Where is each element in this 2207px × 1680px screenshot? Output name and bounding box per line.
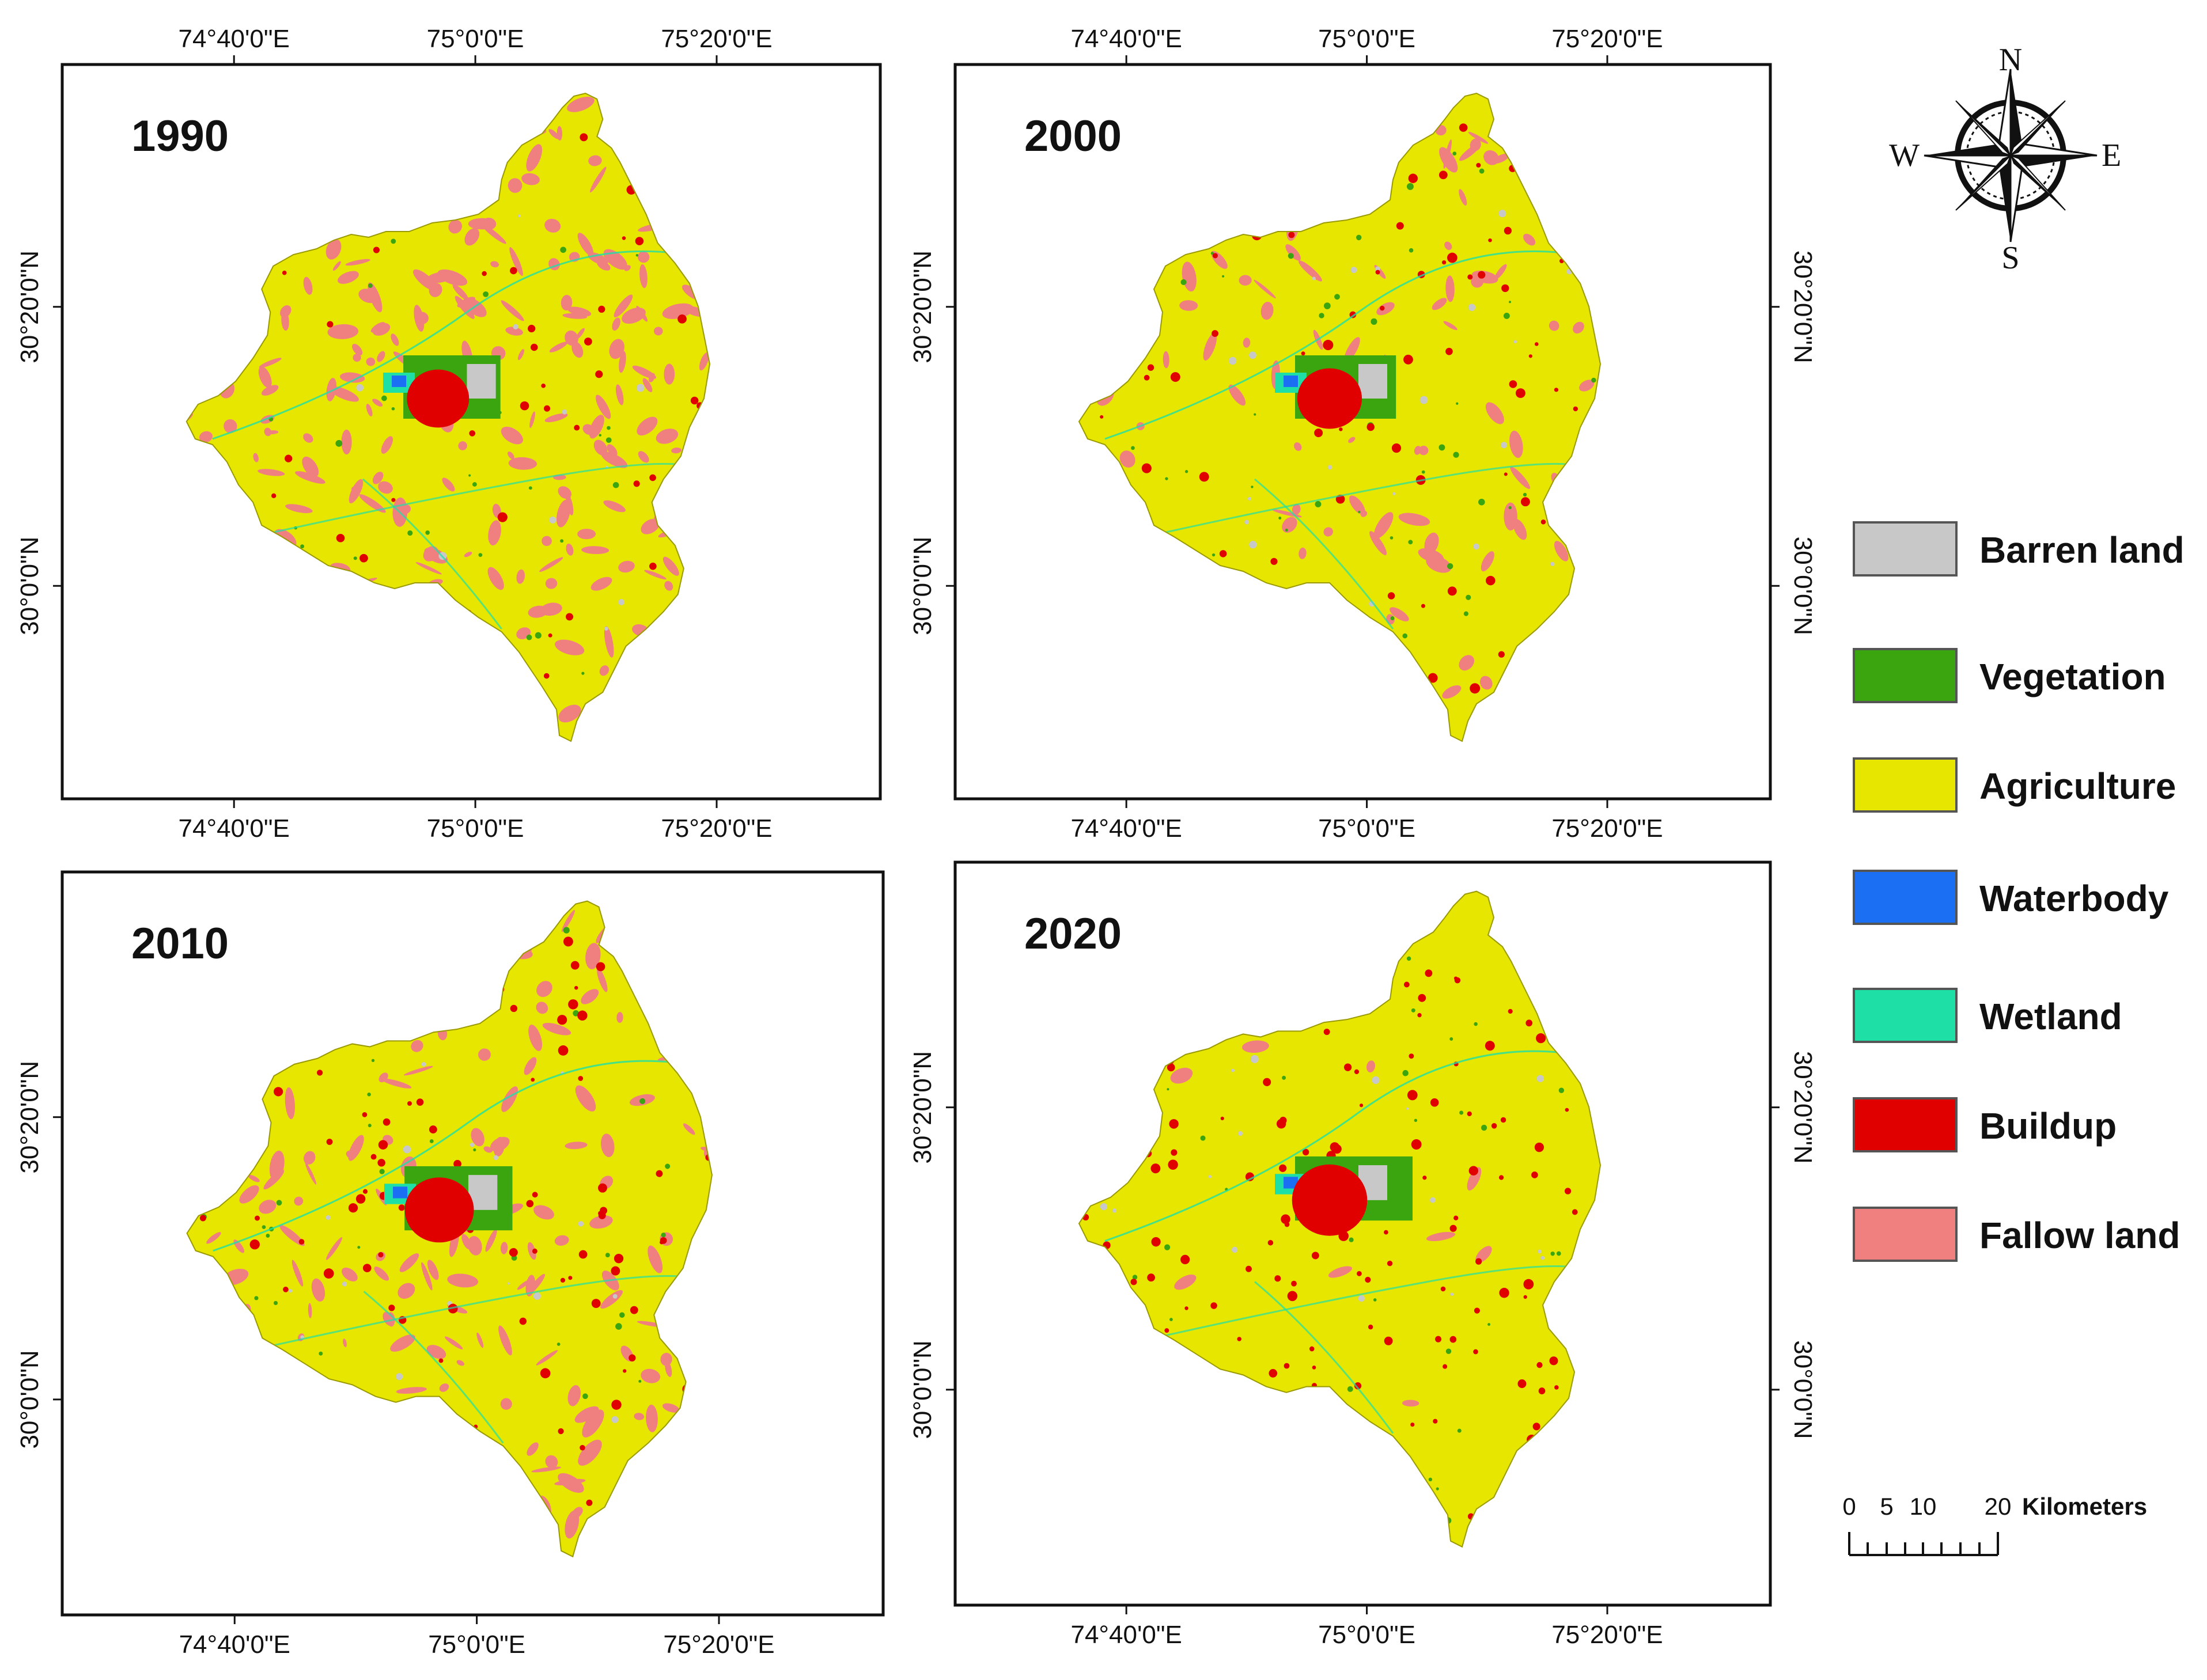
year-label: 1990 <box>131 112 229 161</box>
legend-label: Waterbody <box>1979 878 2169 919</box>
legend-item: Fallow land <box>1853 1207 2180 1262</box>
urban-core <box>1275 355 1396 429</box>
compass-south-label: S <box>2001 240 2019 276</box>
year-label: 2010 <box>131 919 229 968</box>
latitude-tick-label: 30°20'0"N <box>16 1061 44 1174</box>
latitude-tick-label: 30°20'0"N <box>908 251 937 363</box>
urban-core <box>1275 1156 1413 1236</box>
north-arrow-compass: N S E W <box>1889 42 2121 276</box>
scale-label-0: 0 <box>1842 1493 1856 1520</box>
longitude-tick-label: 74°40'0"E <box>179 25 290 53</box>
legend-label: Agriculture <box>1979 765 2176 807</box>
longitude-tick-label: 75°0'0"E <box>428 1630 525 1659</box>
compass-east-label: E <box>2102 138 2121 173</box>
year-label: 2020 <box>1024 909 1122 958</box>
longitude-tick-label: 75°0'0"E <box>1318 1621 1415 1649</box>
legend-label: Vegetation <box>1979 656 2166 697</box>
latitude-tick-label: 30°0'0"N <box>16 1350 44 1448</box>
longitude-tick-label: 75°0'0"E <box>1318 814 1415 843</box>
legend-swatch <box>1853 648 1958 703</box>
scale-label-5: 5 <box>1880 1493 1893 1520</box>
latitude-tick-label: 30°0'0"N <box>908 1340 937 1439</box>
longitude-tick-label: 74°40'0"E <box>179 814 290 843</box>
scale-label-10: 10 <box>1910 1493 1937 1520</box>
latitude-tick-label: 30°20'0"N <box>1789 1051 1817 1164</box>
graticule-labels: 74°40'0"E 75°0'0"E 75°20'0"E 74°40'0"E 75°0'… <box>908 25 1817 843</box>
legend-swatch <box>1853 757 1958 813</box>
longitude-tick-label: 75°0'0"E <box>1318 25 1415 53</box>
legend-item: Wetland <box>1853 988 2122 1043</box>
longitude-tick-label: 75°20'0"E <box>663 1630 774 1659</box>
legend-swatch <box>1853 1097 1958 1152</box>
latitude-tick-label: 30°20'0"N <box>908 1051 937 1164</box>
legend: Barren land Vegetation Agriculture Waterbod… <box>1853 521 2185 1262</box>
graticule-labels: 74°40'0"E 75°0'0"E 75°20'0"E 30°20'0"N 30°0'… <box>908 1051 1817 1649</box>
legend-swatch <box>1853 521 1958 577</box>
legend-label: Barren land <box>1979 529 2185 571</box>
legend-label: Fallow land <box>1979 1215 2180 1256</box>
scale-label-20: 20 <box>1985 1493 2012 1520</box>
latitude-tick-label: 30°20'0"N <box>1789 251 1817 363</box>
latitude-tick-label: 30°20'0"N <box>16 251 44 363</box>
graticule-labels: 74°40'0"E 75°0'0"E 75°20'0"E 30°20'0"N 30°0'… <box>16 1061 775 1659</box>
legend-swatch <box>1853 988 1958 1043</box>
compass-west-label: W <box>1889 138 1920 173</box>
urban-core <box>384 1166 513 1243</box>
latitude-tick-label: 30°0'0"N <box>16 537 44 635</box>
longitude-tick-label: 75°20'0"E <box>1551 1621 1663 1649</box>
longitude-tick-label: 75°20'0"E <box>661 814 772 843</box>
longitude-tick-label: 75°20'0"E <box>1551 25 1663 53</box>
year-label: 2000 <box>1024 112 1122 161</box>
legend-item: Vegetation <box>1853 648 2166 703</box>
legend-item: Barren land <box>1853 521 2185 577</box>
compass-north-label: N <box>1999 42 2022 78</box>
scale-unit-label: Kilometers <box>2022 1493 2147 1520</box>
map-panel-2010: 2010 74°40'0"E 75°0'0"E 75°20'0"E 30°20'0"N 3… <box>16 870 885 1659</box>
longitude-tick-label: 74°40'0"E <box>1070 1621 1182 1649</box>
longitude-tick-label: 75°0'0"E <box>427 25 524 53</box>
latitude-tick-label: 30°0'0"N <box>1789 1340 1817 1439</box>
longitude-tick-label: 75°20'0"E <box>1551 814 1663 843</box>
longitude-tick-label: 75°20'0"E <box>661 25 772 53</box>
longitude-tick-label: 74°40'0"E <box>1070 25 1182 53</box>
longitude-tick-label: 75°0'0"E <box>427 814 524 843</box>
longitude-tick-label: 74°40'0"E <box>1070 814 1182 843</box>
legend-swatch <box>1853 1207 1958 1262</box>
scale-ruler <box>1848 1532 1999 1556</box>
compass-star-icon <box>1924 69 2098 242</box>
legend-label: Buildup <box>1979 1105 2117 1147</box>
legend-item: Waterbody <box>1853 870 2169 925</box>
latitude-tick-label: 30°0'0"N <box>908 537 937 635</box>
longitude-tick-label: 74°40'0"E <box>179 1630 290 1659</box>
latitude-tick-label: 30°0'0"N <box>1789 537 1817 635</box>
graticule-labels: 74°40'0"E 75°0'0"E 75°20'0"E 74°40'0"E 75°0'… <box>16 25 773 843</box>
map-panel-2020: 2020 74°40'0"E 75°0'0"E 75°20'0"E 30°20'0"N 3… <box>908 860 1817 1649</box>
legend-swatch <box>1853 870 1958 925</box>
legend-item: Buildup <box>1853 1097 2117 1152</box>
legend-label: Wetland <box>1979 996 2122 1037</box>
urban-core <box>383 355 501 428</box>
legend-item: Agriculture <box>1853 757 2176 813</box>
scale-bar: 0 5 10 20 Kilometers <box>1842 1493 2147 1556</box>
